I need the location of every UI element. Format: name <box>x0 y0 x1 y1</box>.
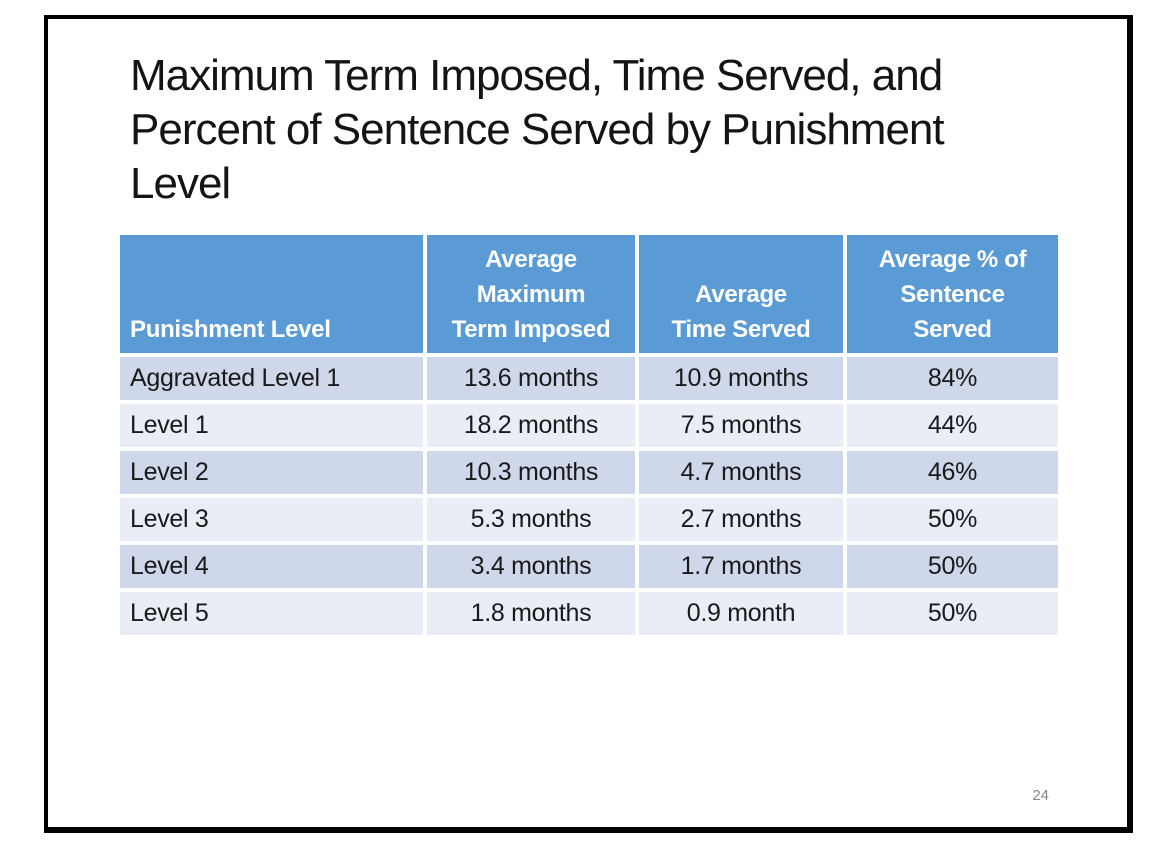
cell-punishment-level: Aggravated Level 1 <box>120 357 423 400</box>
table-row: Level 4 3.4 months 1.7 months 50% <box>120 545 1058 588</box>
cell-pct-served: 84% <box>847 357 1058 400</box>
column-header-average-time-served: Average Time Served <box>639 235 843 353</box>
table-row: Level 1 18.2 months 7.5 months 44% <box>120 404 1058 447</box>
cell-punishment-level: Level 4 <box>120 545 423 588</box>
column-header-average-percent-sentence-served: Average % of Sentence Served <box>847 235 1058 353</box>
column-header-punishment-level: Punishment Level <box>120 235 423 353</box>
cell-pct-served: 50% <box>847 545 1058 588</box>
cell-max-term: 5.3 months <box>427 498 635 541</box>
cell-time-served: 4.7 months <box>639 451 843 494</box>
cell-time-served: 10.9 months <box>639 357 843 400</box>
header-line: Served <box>913 316 992 343</box>
cell-pct-served: 46% <box>847 451 1058 494</box>
cell-punishment-level: Level 1 <box>120 404 423 447</box>
table-row: Level 3 5.3 months 2.7 months 50% <box>120 498 1058 541</box>
cell-punishment-level: Level 3 <box>120 498 423 541</box>
table-row: Level 5 1.8 months 0.9 month 50% <box>120 592 1058 635</box>
page-number: 24 <box>1032 787 1049 804</box>
cell-time-served: 2.7 months <box>639 498 843 541</box>
header-line: Average % of <box>878 246 1027 273</box>
header-line: Average <box>485 246 577 273</box>
cell-pct-served: 50% <box>847 592 1058 635</box>
header-line: Maximum <box>476 281 586 308</box>
cell-max-term: 10.3 months <box>427 451 635 494</box>
header-line: Time Served <box>671 316 811 343</box>
table-header-row: Punishment Level Average Maximum Term Im… <box>120 235 1058 353</box>
cell-max-term: 13.6 months <box>427 357 635 400</box>
punishment-level-table: Punishment Level Average Maximum Term Im… <box>116 231 1062 639</box>
table-row: Level 2 10.3 months 4.7 months 46% <box>120 451 1058 494</box>
cell-time-served: 0.9 month <box>639 592 843 635</box>
cell-max-term: 18.2 months <box>427 404 635 447</box>
header-line: Sentence <box>900 281 1005 308</box>
header-line: Term Imposed <box>451 316 611 343</box>
table-body: Aggravated Level 1 13.6 months 10.9 mont… <box>120 357 1058 635</box>
cell-time-served: 1.7 months <box>639 545 843 588</box>
cell-time-served: 7.5 months <box>639 404 843 447</box>
header-line: Punishment Level <box>130 316 331 343</box>
column-header-average-maximum-term-imposed: Average Maximum Term Imposed <box>427 235 635 353</box>
cell-punishment-level: Level 2 <box>120 451 423 494</box>
table-header: Punishment Level Average Maximum Term Im… <box>120 235 1058 353</box>
slide-frame: Maximum Term Imposed, Time Served, and P… <box>44 15 1133 833</box>
slide-title: Maximum Term Imposed, Time Served, and P… <box>130 51 945 208</box>
cell-pct-served: 50% <box>847 498 1058 541</box>
header-line: Average <box>695 281 787 308</box>
cell-pct-served: 44% <box>847 404 1058 447</box>
table-row: Aggravated Level 1 13.6 months 10.9 mont… <box>120 357 1058 400</box>
cell-max-term: 1.8 months <box>427 592 635 635</box>
cell-punishment-level: Level 5 <box>120 592 423 635</box>
cell-max-term: 3.4 months <box>427 545 635 588</box>
